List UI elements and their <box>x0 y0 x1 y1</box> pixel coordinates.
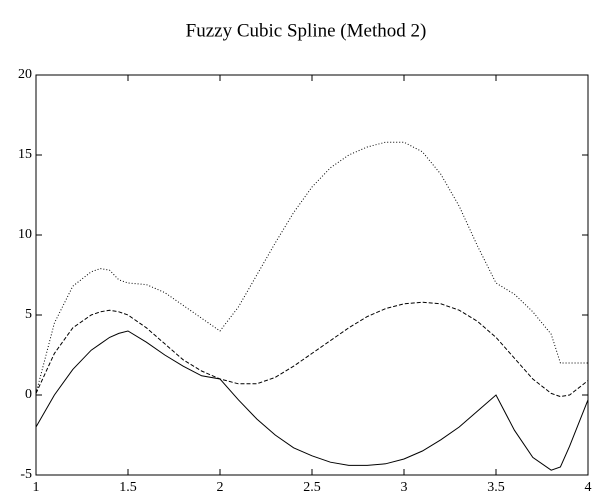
x-tick-label: 3 <box>401 480 408 495</box>
chart-title: Fuzzy Cubic Spline (Method 2) <box>186 20 427 41</box>
x-tick-label: 1 <box>33 480 40 495</box>
plot-frame <box>35 74 589 476</box>
y-tick-label: 5 <box>25 307 32 322</box>
y-tick-label: 15 <box>18 147 32 162</box>
y-tick-label: 20 <box>18 67 32 82</box>
x-tick-label: 1.5 <box>119 480 137 495</box>
y-tick-label: 0 <box>25 387 32 402</box>
line-series <box>35 141 588 394</box>
x-tick-label: 2 <box>217 480 224 495</box>
line-series <box>35 330 589 471</box>
x-tick-label: 3.5 <box>487 480 505 495</box>
y-tick-label: -5 <box>20 467 32 482</box>
x-tick-label: 4 <box>585 480 592 495</box>
y-tick-label: 10 <box>18 227 32 242</box>
line-series <box>35 301 589 398</box>
x-tick-label: 2.5 <box>303 480 321 495</box>
